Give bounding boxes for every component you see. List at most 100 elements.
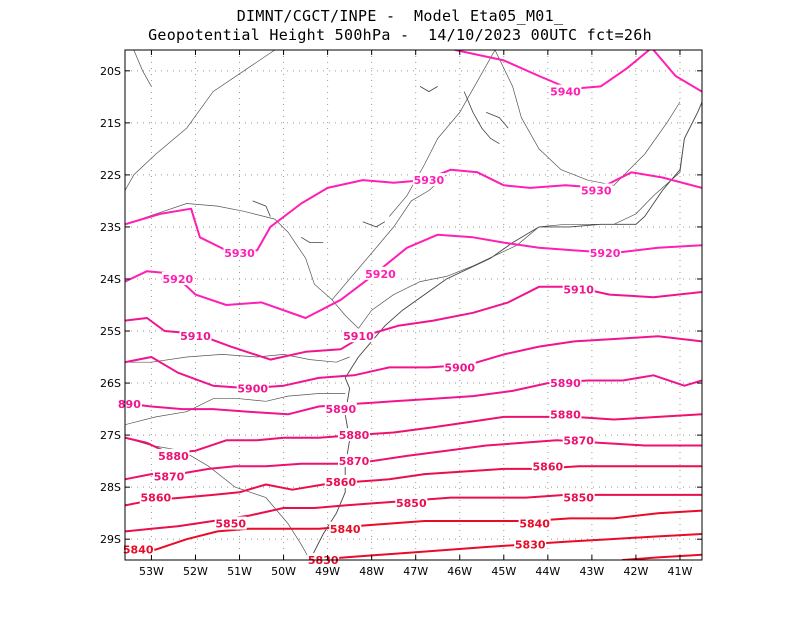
- contour-label: 5850: [563, 492, 594, 505]
- contour-5890: [128, 374, 702, 416]
- contour-label: 5870: [339, 455, 370, 468]
- contour-label-bg: [153, 469, 186, 483]
- contour-label-bg: [342, 329, 375, 343]
- lon-tick-label: 52W: [183, 565, 208, 578]
- contour-label-bg: [179, 329, 212, 343]
- contour-label-bg: [580, 183, 613, 197]
- reservoir-outline: [419, 86, 438, 93]
- lat-lon-grid: [125, 50, 702, 560]
- contour-label: 5830: [515, 538, 546, 551]
- contour-label-bg: [214, 516, 247, 530]
- contour-label-bg: [562, 433, 595, 447]
- contour-5820: [621, 553, 702, 560]
- contour-label: 5870: [563, 434, 594, 447]
- contour-label-bg: [338, 454, 371, 468]
- contour-label: 5920: [163, 273, 194, 286]
- state-boundary: [125, 354, 350, 363]
- contour-label: 5910: [180, 330, 211, 343]
- state-boundary: [389, 50, 496, 217]
- contour-label: 5860: [141, 492, 172, 505]
- contour-label-bg: [562, 282, 595, 296]
- contour-5900: [125, 335, 702, 390]
- map-title-line-2: Geopotential Height 500hPa - 14/10/2023 …: [148, 26, 652, 44]
- lat-tick-label: 24S: [100, 273, 121, 286]
- contour-label-bg: [562, 490, 595, 504]
- contour-label-bg: [395, 495, 428, 509]
- lon-tick-label: 43W: [579, 565, 604, 578]
- contour-5830: [313, 533, 702, 560]
- lon-tick-label: 45W: [491, 565, 516, 578]
- contour-label: 5910: [343, 330, 374, 343]
- contour-label-bg: [531, 459, 564, 473]
- contour-label-bg: [139, 490, 172, 504]
- lat-tick-label: 23S: [100, 221, 121, 234]
- state-boundary: [331, 174, 447, 301]
- contour-label: 5930: [224, 247, 255, 260]
- lat-tick-label: 22S: [100, 169, 121, 182]
- contour-label-bg: [324, 402, 357, 416]
- lon-tick-label: 51W: [227, 565, 252, 578]
- contour-label: 5860: [326, 476, 357, 489]
- contour-label-bg: [329, 521, 362, 535]
- lon-tick-label: 48W: [359, 565, 384, 578]
- contour-label: 5940: [550, 86, 581, 99]
- contour-5920: [125, 233, 702, 319]
- contour-5860: [125, 465, 702, 507]
- contour-label-bg: [518, 516, 551, 530]
- reservoir-outline: [486, 112, 509, 129]
- contour-label: 890: [118, 398, 141, 411]
- contour-label-bg: [122, 542, 155, 556]
- contour-5940: [652, 50, 702, 93]
- state-boundary: [125, 393, 346, 426]
- contour-label: 5880: [158, 450, 189, 463]
- contour-label-bg: [236, 381, 269, 395]
- state-boundary: [125, 50, 275, 191]
- map-title-line-1: DIMNT/CGCT/INPE - Model Eta05_M01_: [236, 7, 564, 25]
- lon-tick-label: 44W: [535, 565, 560, 578]
- contour-label: 5850: [215, 518, 246, 531]
- lon-tick-label: 50W: [271, 565, 296, 578]
- contour-label-bg: [514, 537, 547, 551]
- lat-tick-label: 20S: [100, 65, 121, 78]
- contour-label: 5890: [550, 377, 581, 390]
- contour-label-bg: [443, 360, 476, 374]
- contour-5840: [125, 509, 702, 551]
- lat-tick-label: 27S: [100, 429, 121, 442]
- lon-tick-label: 42W: [623, 565, 648, 578]
- contour-label-bg: [324, 474, 357, 488]
- state-boundary: [358, 101, 702, 329]
- contour-label-bg: [549, 84, 582, 98]
- contour-label: 5910: [563, 283, 594, 296]
- contour-label: 5930: [581, 185, 612, 198]
- contour-label: 5850: [396, 497, 427, 510]
- contour-label-bg: [589, 245, 622, 259]
- contour-label: 5860: [533, 460, 564, 473]
- reservoir-outline: [362, 221, 386, 228]
- contour-label: 5920: [365, 268, 396, 281]
- contour-labels: 5940 5930 5930 5930 5920 5920 5920 5910 5910 5910…: [116, 84, 622, 567]
- contour-label-bg: [116, 396, 142, 410]
- contour-label: 5840: [330, 523, 361, 536]
- lon-tick-label: 49W: [315, 565, 340, 578]
- contour-label: 5840: [123, 544, 154, 557]
- contour-5880: [125, 413, 702, 455]
- height-contours: [125, 50, 702, 560]
- contour-label: 5840: [519, 518, 550, 531]
- contour-label: 5900: [237, 382, 268, 395]
- lon-tick-label: 41W: [668, 565, 693, 578]
- reservoir-outline: [463, 91, 500, 145]
- contour-label: 5890: [326, 403, 357, 416]
- contour-5910: [125, 285, 702, 361]
- lat-tick-label: 25S: [100, 325, 121, 338]
- contour-label-bg: [223, 245, 256, 259]
- lon-tick-label: 46W: [447, 565, 472, 578]
- contour-label-bg: [549, 376, 582, 390]
- contour-label: 5920: [590, 247, 621, 260]
- lon-tick-label: 53W: [139, 565, 164, 578]
- contour-label-bg: [338, 428, 371, 442]
- map-frame: [124, 49, 703, 561]
- lat-tick-label: 26S: [100, 377, 121, 390]
- contour-label-bg: [549, 407, 582, 421]
- state-boundary: [125, 437, 311, 560]
